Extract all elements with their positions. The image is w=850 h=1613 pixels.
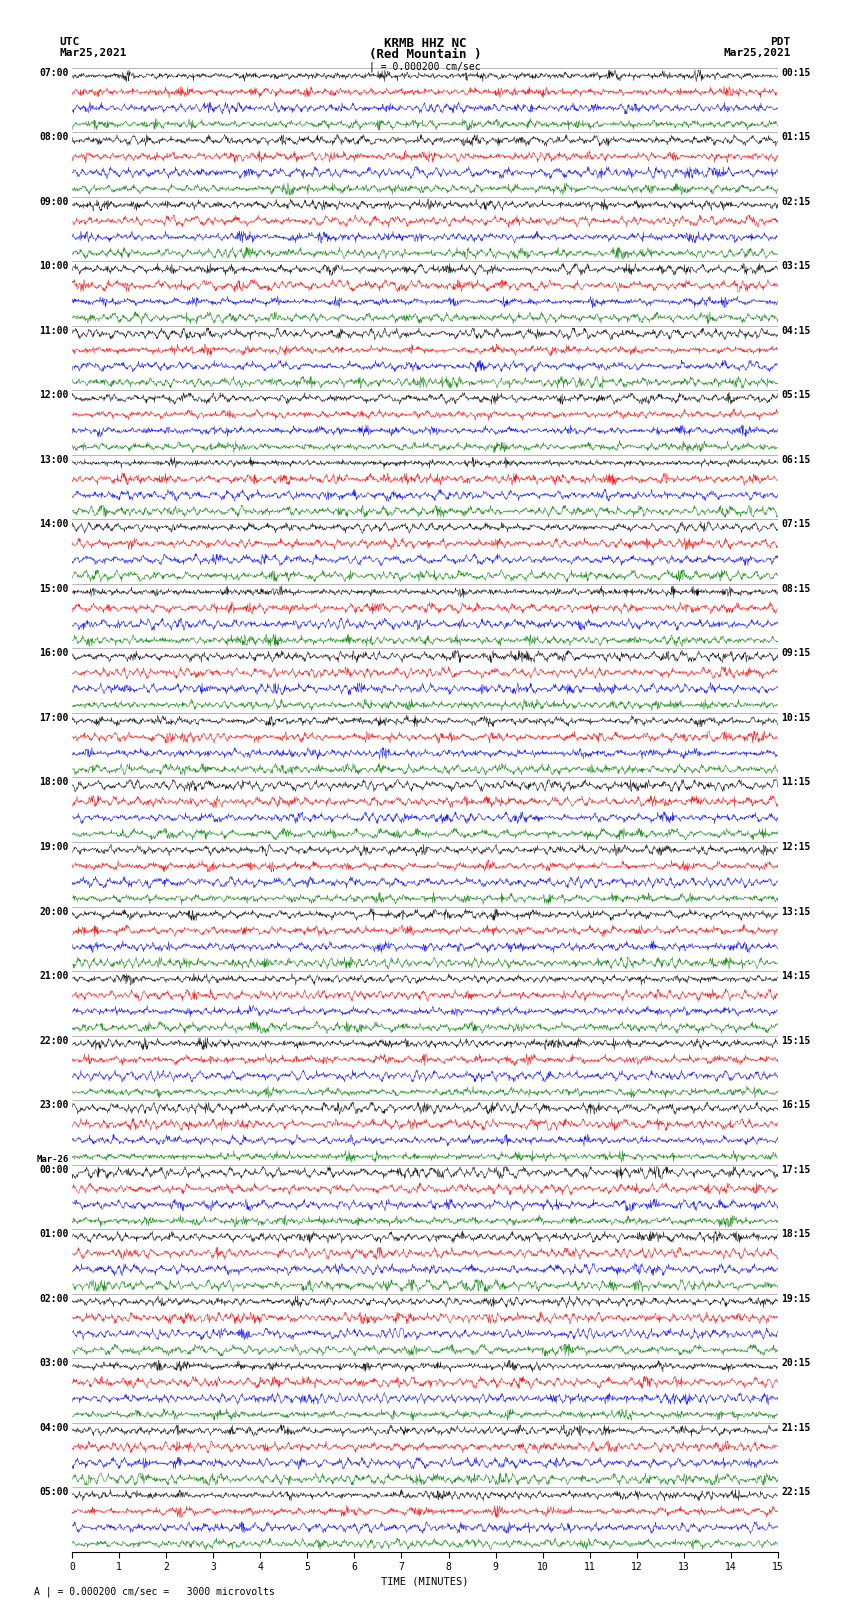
Text: 23:00: 23:00 (39, 1100, 69, 1110)
Text: 12:00: 12:00 (39, 390, 69, 400)
Text: 02:15: 02:15 (781, 197, 811, 206)
Text: 11:00: 11:00 (39, 326, 69, 336)
Text: 13:00: 13:00 (39, 455, 69, 465)
Text: 21:00: 21:00 (39, 971, 69, 981)
Text: 22:15: 22:15 (781, 1487, 811, 1497)
Text: 22:00: 22:00 (39, 1036, 69, 1045)
Text: 06:15: 06:15 (781, 455, 811, 465)
Text: 13:15: 13:15 (781, 907, 811, 916)
Text: 14:00: 14:00 (39, 519, 69, 529)
Text: Mar-26: Mar-26 (37, 1155, 69, 1165)
Text: 09:00: 09:00 (39, 197, 69, 206)
Text: 01:15: 01:15 (781, 132, 811, 142)
Text: UTC: UTC (60, 37, 80, 47)
Text: 19:15: 19:15 (781, 1294, 811, 1303)
Text: 10:00: 10:00 (39, 261, 69, 271)
Text: Mar25,2021: Mar25,2021 (60, 48, 127, 58)
Text: 20:00: 20:00 (39, 907, 69, 916)
Text: 14:15: 14:15 (781, 971, 811, 981)
Text: PDT: PDT (770, 37, 790, 47)
Text: 04:00: 04:00 (39, 1423, 69, 1432)
Text: 16:00: 16:00 (39, 648, 69, 658)
X-axis label: TIME (MINUTES): TIME (MINUTES) (382, 1576, 468, 1586)
Text: (Red Mountain ): (Red Mountain ) (369, 48, 481, 61)
Text: 00:00: 00:00 (39, 1165, 69, 1174)
Text: | = 0.000200 cm/sec: | = 0.000200 cm/sec (369, 61, 481, 73)
Text: 15:15: 15:15 (781, 1036, 811, 1045)
Text: 12:15: 12:15 (781, 842, 811, 852)
Text: KRMB HHZ NC: KRMB HHZ NC (383, 37, 467, 50)
Text: 10:15: 10:15 (781, 713, 811, 723)
Text: 18:00: 18:00 (39, 777, 69, 787)
Text: 18:15: 18:15 (781, 1229, 811, 1239)
Text: 05:15: 05:15 (781, 390, 811, 400)
Text: 04:15: 04:15 (781, 326, 811, 336)
Text: 11:15: 11:15 (781, 777, 811, 787)
Text: 03:15: 03:15 (781, 261, 811, 271)
Text: 03:00: 03:00 (39, 1358, 69, 1368)
Text: 09:15: 09:15 (781, 648, 811, 658)
Text: 05:00: 05:00 (39, 1487, 69, 1497)
Text: 16:15: 16:15 (781, 1100, 811, 1110)
Text: 20:15: 20:15 (781, 1358, 811, 1368)
Text: 02:00: 02:00 (39, 1294, 69, 1303)
Text: 21:15: 21:15 (781, 1423, 811, 1432)
Text: 17:15: 17:15 (781, 1165, 811, 1174)
Text: 19:00: 19:00 (39, 842, 69, 852)
Text: 00:15: 00:15 (781, 68, 811, 77)
Text: Mar25,2021: Mar25,2021 (723, 48, 791, 58)
Text: 17:00: 17:00 (39, 713, 69, 723)
Text: 08:00: 08:00 (39, 132, 69, 142)
Text: 07:00: 07:00 (39, 68, 69, 77)
Text: 07:15: 07:15 (781, 519, 811, 529)
Text: 01:00: 01:00 (39, 1229, 69, 1239)
Text: 15:00: 15:00 (39, 584, 69, 594)
Text: A | = 0.000200 cm/sec =   3000 microvolts: A | = 0.000200 cm/sec = 3000 microvolts (34, 1586, 275, 1597)
Text: 08:15: 08:15 (781, 584, 811, 594)
